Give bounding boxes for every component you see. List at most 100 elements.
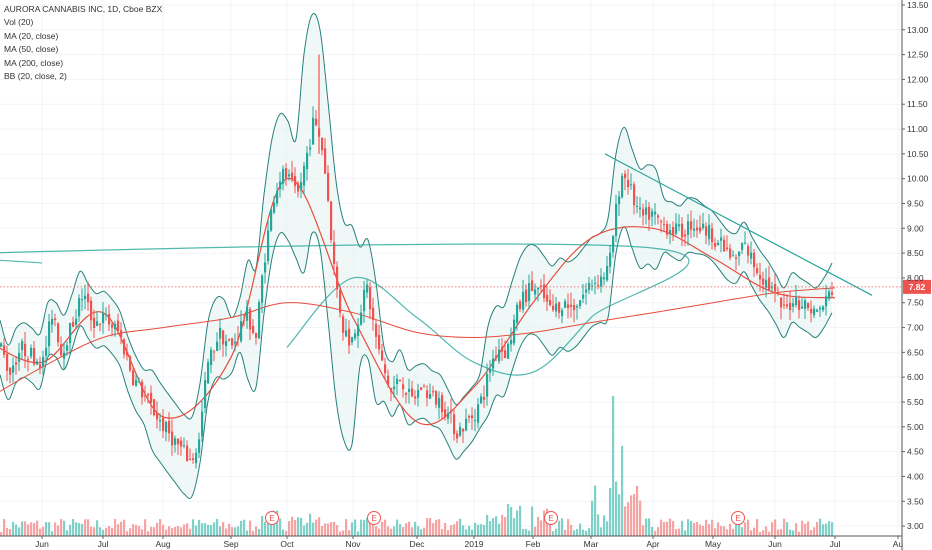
volume-bar [531,506,534,536]
candle-body [183,445,186,447]
candle-body [543,284,546,299]
volume-bar [792,530,795,536]
candle-body [315,118,318,126]
candle-body [459,426,462,436]
candle-body [546,294,549,302]
volume-bar [465,529,468,536]
candle-body [273,202,276,213]
volume-bar [663,522,666,536]
volume-bar [543,510,546,536]
volume-bar [414,521,417,536]
candle-body [798,300,801,310]
volume-bar [156,522,159,536]
earnings-marker: E [731,511,745,525]
x-tick-label: Aug [155,539,170,549]
volume-bar [516,510,519,536]
volume-bar [213,522,216,536]
volume-bar [252,530,255,536]
candle-body [291,172,294,180]
volume-bar [699,524,702,536]
volume-bar [507,504,510,536]
volume-bar [426,518,429,536]
volume-bar [144,519,147,536]
volume-bar [189,528,192,536]
volume-bar [570,524,573,536]
volume-bar [291,516,294,536]
candle-body [258,302,261,339]
candle-body [63,352,66,359]
volume-bar [288,521,291,536]
candle-body [96,321,99,326]
volume-bar [696,522,699,536]
volume-bar [594,485,597,536]
y-tick-label: 3.50 [907,496,924,506]
y-tick-label: 10.00 [907,174,929,184]
candle-body [585,289,588,293]
candle-body [219,328,222,339]
volume-bar [78,522,81,536]
indicator-vol[interactable]: Vol (20) [4,17,34,28]
candle-body [753,252,756,268]
candle-body [789,302,792,311]
volume-bar [795,523,798,536]
volume-bar [597,514,600,536]
volume-bar [60,519,63,536]
candle-body [735,257,738,259]
chart-legend: AURORA CANNABIS INC, 1D, Cboe BZX Vol (2… [4,3,162,83]
indicator-ma20[interactable]: MA (20, close) [4,30,59,41]
x-tick-label: Dec [409,539,425,549]
candle-body [660,221,663,223]
earnings-circle [544,511,558,525]
volume-bar [234,527,237,536]
volume-bar [354,519,357,536]
candle-body [666,223,669,235]
x-tick-label: Jul [98,539,109,549]
candle-body [381,350,384,361]
volume-bar [405,523,408,536]
volume-bar [705,519,708,536]
candle-body [189,458,192,460]
candle-body [648,206,651,220]
volume-bar [141,529,144,536]
volume-bar [207,524,210,536]
candle-body [756,268,759,274]
candle-body [606,266,609,281]
volume-bar [375,526,378,536]
indicator-ma200[interactable]: MA (200, close) [4,57,64,68]
indicator-ma50[interactable]: MA (50, close) [4,44,59,55]
candle-body [663,224,666,226]
candle-body [300,181,303,190]
volume-bar [411,527,414,536]
candle-body [66,345,69,351]
volume-bar [306,522,309,536]
candle-body [456,433,459,439]
volume-bar [453,524,456,536]
candle-body [621,175,624,198]
candle-body [261,275,264,303]
candle-body [441,395,444,413]
candle-body [783,304,786,306]
candle-body [696,227,699,231]
candle-body [396,378,399,385]
volume-bar [618,494,621,536]
volume-bar [51,531,54,536]
candle-body [237,338,240,340]
candle-body [282,168,285,184]
volume-bar [609,487,612,536]
candle-body [438,398,441,408]
candle-body [153,399,156,416]
volume-bar [813,527,816,536]
candle-body [369,287,372,310]
earnings-label: E [548,514,553,523]
candle-body [774,283,777,292]
volume-bar [525,528,528,536]
candle-body [162,417,165,431]
volume-bar [762,530,765,536]
candle-body [111,324,114,328]
indicator-bb[interactable]: BB (20, close, 2) [4,71,67,82]
volume-bar [96,520,99,536]
volume-bar [261,515,264,536]
volume-bar [243,519,246,536]
y-tick-label: 12.50 [907,50,929,60]
